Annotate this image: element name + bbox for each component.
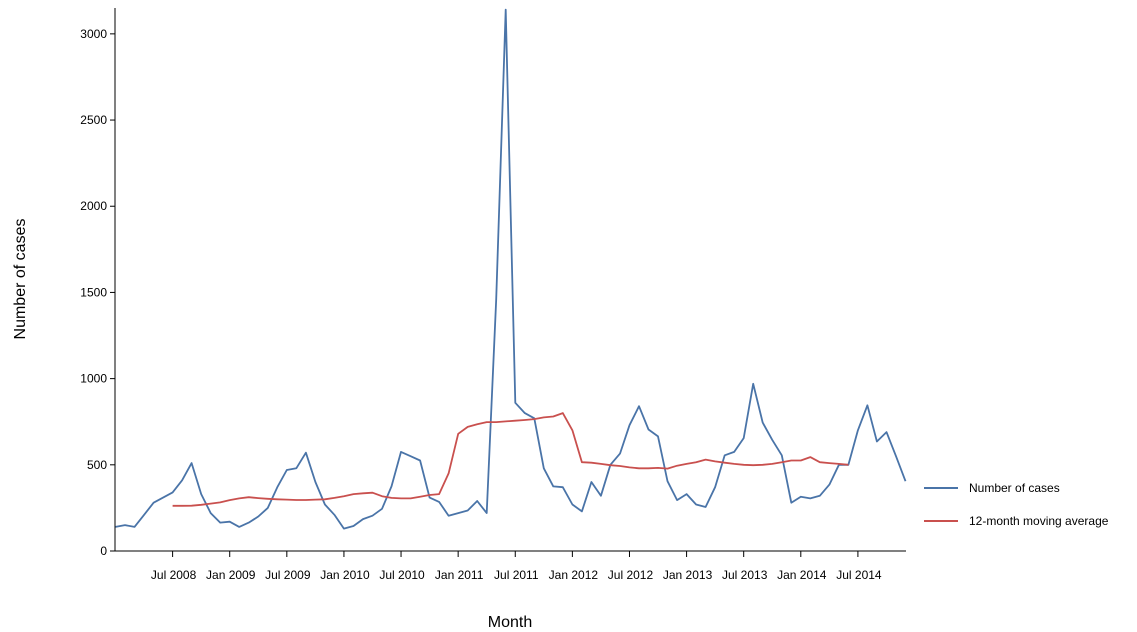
y-axis-title: Number of cases [12,219,29,340]
y-tick-label: 1500 [80,285,107,299]
y-axis: 0 500 1000 1500 2000 2500 3000 [80,8,116,558]
x-tick-label: Jan 2012 [549,568,599,582]
y-tick-label: 0 [100,544,107,558]
x-tick-label: Jan 2011 [435,568,484,582]
y-tick-label: 1000 [80,372,107,386]
x-tick-label: Jul 2008 [151,568,197,582]
x-tick-label: Jul 2009 [265,568,311,582]
x-tick-label: Jul 2014 [836,568,882,582]
x-tick-label: Jan 2010 [320,568,370,582]
legend: Number of cases 12-month moving average [924,481,1109,528]
x-tick-label: Jan 2009 [206,568,256,582]
x-tick-label: Jul 2012 [608,568,654,582]
x-axis: Jul 2008 Jan 2009 Jul 2009 Jan 2010 Jul 2010… [115,550,906,582]
x-tick-label: Jul 2013 [722,568,768,582]
y-tick-label: 2000 [80,199,107,213]
x-tick-label: Jan 2013 [663,568,713,582]
x-axis-title: Month [488,614,532,631]
y-tick-label: 500 [87,458,107,472]
x-tick-label: Jul 2010 [379,568,425,582]
series-line-12-month-moving-average [172,412,849,507]
legend-label-number-of-cases: Number of cases [969,481,1060,495]
y-tick-label: 2500 [80,113,107,127]
x-tick-label: Jan 2014 [777,568,827,582]
series-line-number-of-cases [115,8,907,530]
x-tick-label: Jul 2011 [494,568,539,582]
legend-label-moving-average: 12-month moving average [969,514,1109,528]
series-layer [115,8,907,530]
y-tick-label: 3000 [80,27,107,41]
